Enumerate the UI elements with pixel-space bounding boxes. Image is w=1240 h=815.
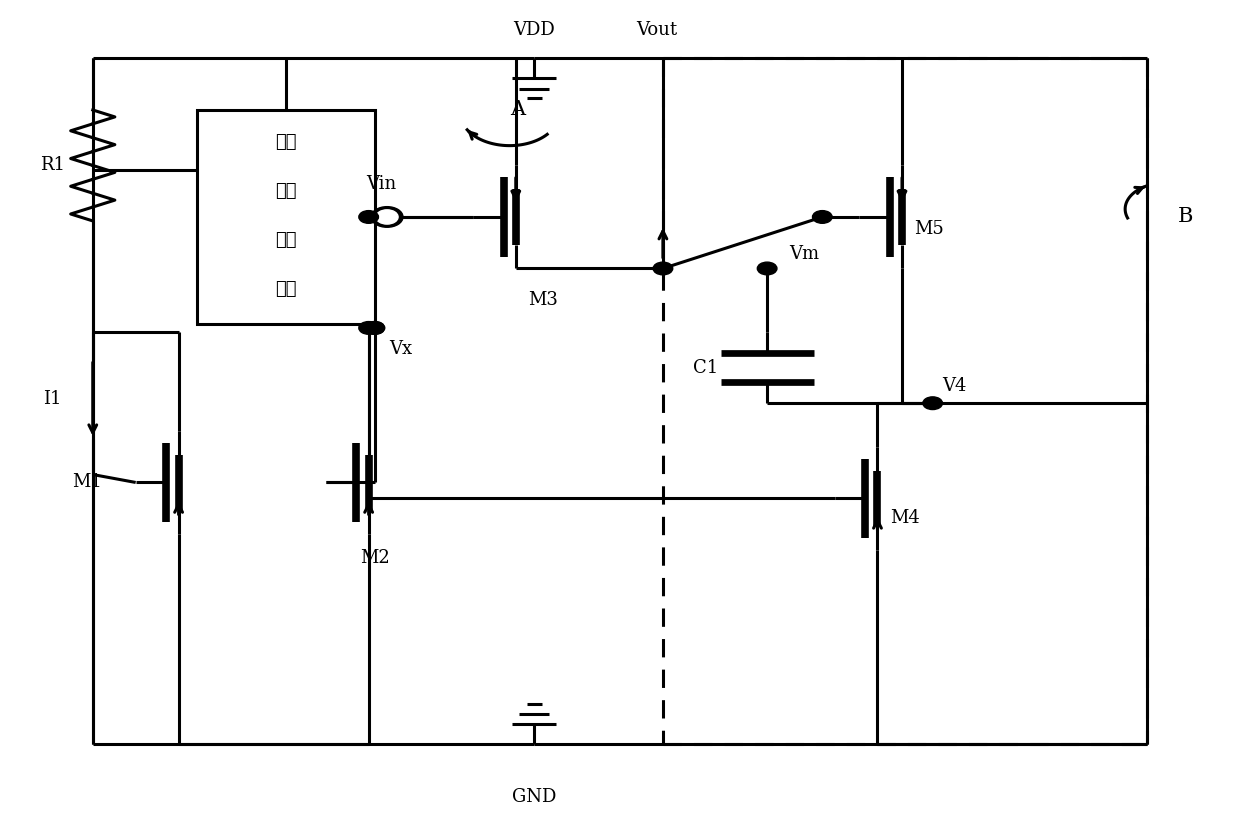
Text: Vx: Vx <box>389 340 413 358</box>
Bar <box>197 110 374 324</box>
Text: 调节: 调节 <box>275 231 296 249</box>
Text: C1: C1 <box>693 359 718 377</box>
Text: R1: R1 <box>40 156 64 174</box>
Text: Vout: Vout <box>636 20 677 38</box>
Circle shape <box>812 210 832 223</box>
Circle shape <box>923 397 942 410</box>
Text: VDD: VDD <box>513 20 556 38</box>
Text: B: B <box>1178 208 1193 227</box>
Text: GND: GND <box>512 787 557 805</box>
Circle shape <box>371 207 403 227</box>
Circle shape <box>358 210 378 223</box>
Text: 电压: 电压 <box>275 182 296 200</box>
Circle shape <box>653 262 673 275</box>
Text: A: A <box>510 100 525 120</box>
Circle shape <box>758 262 777 275</box>
Text: Vm: Vm <box>789 244 818 262</box>
Text: V4: V4 <box>942 377 967 395</box>
Circle shape <box>358 322 378 334</box>
Circle shape <box>376 209 398 224</box>
Text: M1: M1 <box>72 474 102 491</box>
Circle shape <box>365 322 384 334</box>
Text: Vin: Vin <box>366 175 396 193</box>
Text: 模块: 模块 <box>275 280 296 298</box>
Circle shape <box>365 322 384 334</box>
Text: M2: M2 <box>360 548 389 566</box>
Text: M4: M4 <box>890 509 920 527</box>
Text: 节点: 节点 <box>275 133 296 151</box>
Text: M5: M5 <box>914 220 944 238</box>
Text: M3: M3 <box>528 291 558 309</box>
Text: I1: I1 <box>43 390 62 408</box>
